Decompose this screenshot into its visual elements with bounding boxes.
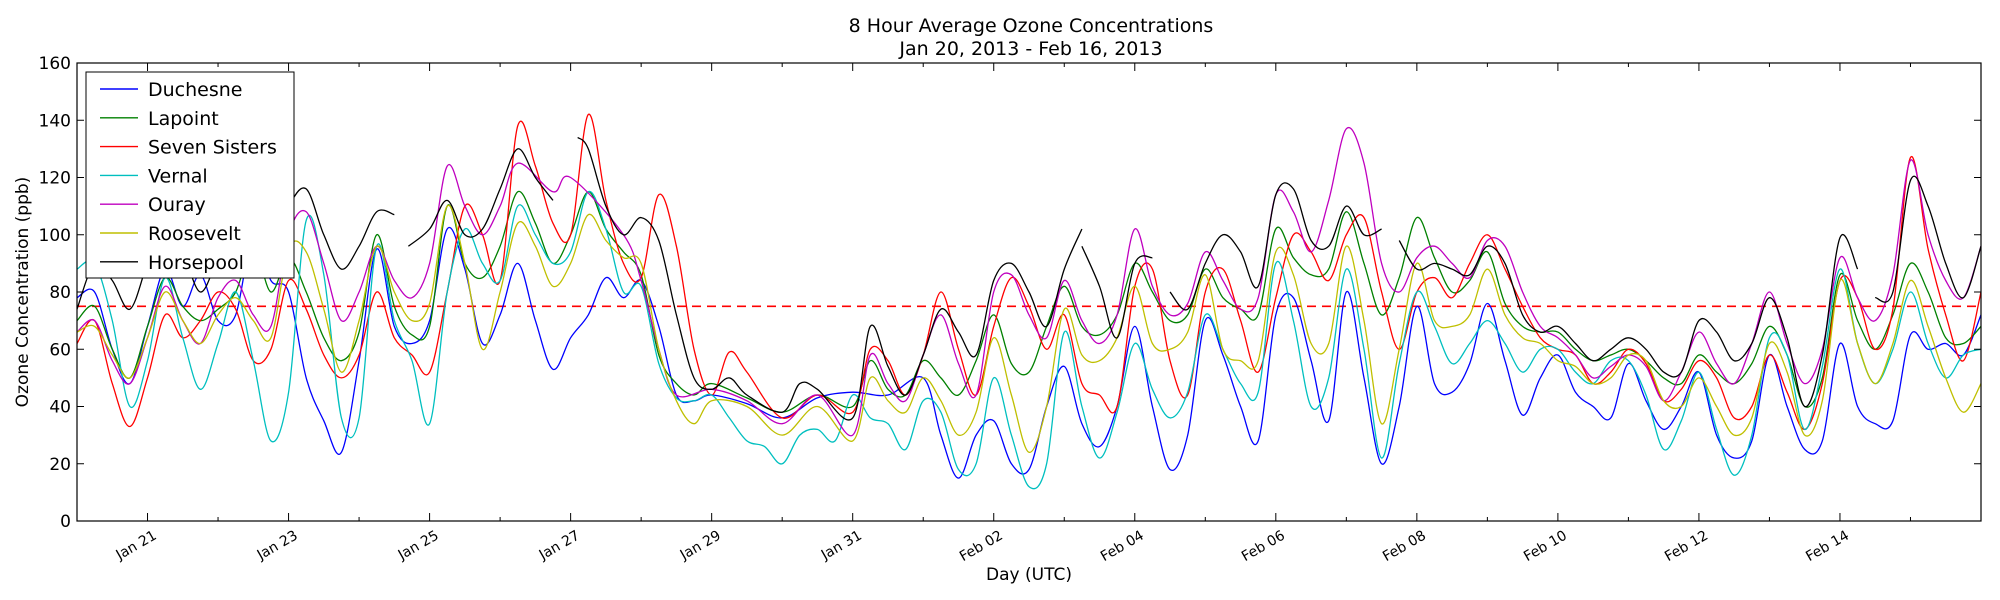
x-tick-label: Jan 31 [818,528,865,564]
x-tick-label: Jan 23 [254,528,301,564]
chart-title: 8 Hour Average Ozone Concentrations [849,15,1214,37]
chart-subtitle: Jan 20, 2013 - Feb 16, 2013 [898,38,1162,60]
series-line-vernal [77,190,1981,490]
y-tick-label: 40 [49,398,71,418]
legend-label-seven-sisters: Seven Sisters [148,137,277,159]
plot-frame [76,62,1982,522]
y-tick-label: 0 [60,512,71,532]
y-tick-label: 120 [39,169,71,189]
series-line-lapoint [77,190,1981,413]
y-axis-label: Ozone Concentration (ppb) [13,177,33,408]
x-tick-label: Feb 12 [1662,528,1711,565]
y-tick-label: 140 [39,111,71,131]
series-line-seven-sisters [77,113,1981,431]
legend-label-ouray: Ouray [148,194,206,216]
x-tick-label: Feb 10 [1521,528,1570,565]
series-line-roosevelt [77,204,1981,453]
x-tick-label: Feb 06 [1239,528,1288,565]
series-line-duchesne [77,226,1981,479]
series-line-horsepool [1081,245,1153,339]
x-tick-label: Jan 25 [395,528,442,564]
y-tick-label: 80 [49,283,71,303]
x-tick-label: Jan 27 [536,528,583,564]
legend-label-duchesne: Duchesne [148,79,242,101]
legend-label-roosevelt: Roosevelt [148,223,241,245]
series-line-horsepool [1169,182,1382,311]
legend-label-vernal: Vernal [148,165,208,187]
axis-layer: 0 20 40 60 80 100 120 140 160 Jan 21 Jan 23 Jan 25 J… [39,54,1981,565]
x-tick-label: Jan 21 [113,528,160,564]
legend: Duchesne Lapoint Seven Sisters Vernal Ouray R… [85,71,295,279]
y-tick-label: 100 [39,226,71,246]
x-axis-label: Day (UTC) [986,565,1072,585]
series-line-horsepool [1398,233,1859,408]
x-tick-label: Feb 02 [957,528,1006,565]
series-line-horsepool [407,148,554,247]
legend-label-horsepool: Horsepool [148,252,244,274]
y-tick-label: 20 [49,455,71,475]
series-line-horsepool [577,136,1083,421]
y-tick-label: 160 [39,54,71,74]
legend-label-lapoint: Lapoint [148,108,219,130]
x-tick-label: Feb 04 [1098,528,1147,565]
x-tick-label: Feb 14 [1803,528,1852,565]
series-layer [77,113,1981,490]
x-tick-label: Jan 29 [677,528,724,564]
x-tick-label: Feb 08 [1380,528,1429,565]
series-line-horsepool [1875,175,1981,303]
y-tick-label: 60 [49,340,71,360]
